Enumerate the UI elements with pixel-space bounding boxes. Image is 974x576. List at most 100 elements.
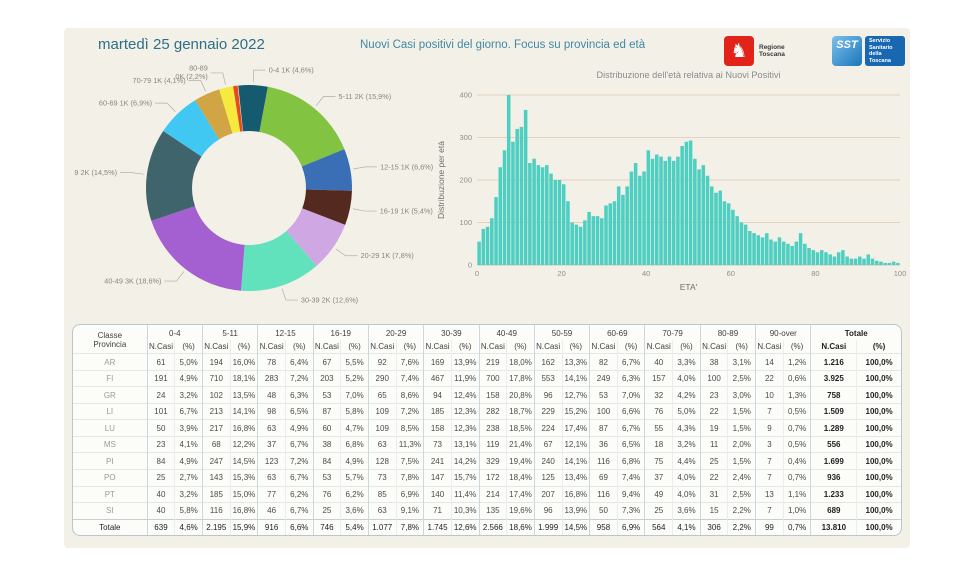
table-cell: 214 <box>478 486 507 503</box>
histogram-bar <box>671 160 676 266</box>
table-cell: 467 <box>423 370 452 387</box>
age-group-header: 12-15 <box>257 325 314 341</box>
table-cell: 6,4% <box>284 353 314 371</box>
sub-header: (%) <box>450 340 480 354</box>
table-cell: 116 <box>201 502 231 520</box>
table-cell: 48 <box>257 386 286 404</box>
sub-header: (%) <box>506 340 535 354</box>
age-group-header: 16-19 <box>312 325 369 341</box>
table-row[interactable]: PT 40 3,2% 185 15,0% 77 6,2% 76 6,2% 85 6,9% 140 11,… <box>73 486 901 503</box>
donut-label-leader <box>281 288 298 301</box>
table-cell: 700 <box>478 370 507 387</box>
histogram-bar <box>612 201 617 265</box>
table-row[interactable]: SI 40 5,8% 116 16,8% 46 6,7% 25 3,6% 63 9,1% 71 10,3… <box>73 502 901 520</box>
table-cell: 147 <box>423 469 452 486</box>
table-cell: 100,0% <box>856 486 901 503</box>
sub-header: N.Casi <box>589 340 618 354</box>
row-label: Totale <box>99 522 121 532</box>
table-cell: 2,0% <box>727 436 756 453</box>
histogram-bar <box>553 180 558 265</box>
table-row[interactable]: FI 191 4,9% 710 18,1% 283 7,2% 203 5,2% 290 7,4% 46… <box>73 370 901 387</box>
donut-chart-age-distribution[interactable]: 0-4 1K (4,6%) 5-11 2K (15,9%) 12-15 1K (6,… <box>60 58 474 330</box>
table-row[interactable]: PI 84 4,9% 247 14,5% 123 7,2% 84 4,9% 128 7,5% 241 1… <box>73 452 901 470</box>
histogram-bar <box>494 197 498 265</box>
table-cell: 135 <box>478 502 507 520</box>
table-row[interactable]: LU 50 3,9% 217 16,8% 63 4,9% 60 4,7% 109 8,5% 158 12… <box>73 419 901 437</box>
table-cell: 7,0% <box>616 386 645 404</box>
table-cell: 3.925 <box>810 370 857 387</box>
table-cell: 213 <box>201 403 231 420</box>
table-cell: 23 <box>146 436 175 453</box>
table-row[interactable]: AR 61 5,0% 194 16,0% 78 6,4% 67 5,5% 92 7,6% 169 13,… <box>73 353 901 371</box>
regione-toscana-label: Regione Toscana <box>759 44 785 58</box>
donut-label-leader <box>188 80 206 92</box>
table-cell: 18,0% <box>506 353 535 371</box>
histogram-age-distribution[interactable]: Distribuzione dell'età relativa ai Nuovi… <box>434 62 910 306</box>
sub-header: (%) <box>727 340 756 354</box>
histogram-bar <box>667 156 672 266</box>
sub-header: (%) <box>672 340 701 354</box>
histogram-title: Distribuzione dell'età relativa ai Nuovi… <box>596 70 780 80</box>
table-cell: 7,2% <box>284 452 314 470</box>
table-cell: 7 <box>755 469 784 486</box>
table-cell: 11,3% <box>395 436 424 453</box>
province-age-table: Classe Provincia 0-4 5-11 12-15 16-19 20-29 30-… <box>72 324 902 536</box>
table-cell: 11,9% <box>450 370 480 387</box>
histogram-bar <box>853 258 858 266</box>
table-cell: 14,5% <box>229 452 258 470</box>
histogram-bar <box>519 126 524 266</box>
table-cell: 69 <box>589 469 618 486</box>
histogram-bar <box>836 252 841 265</box>
table-cell: 3,2% <box>174 486 203 503</box>
table-cell: 21,4% <box>506 436 535 453</box>
table-row[interactable]: Totale 639 4,6% 2.195 15,9% 916 6,6% 746 5,4% 1.0… <box>73 519 901 535</box>
table-cell: 0,4% <box>782 452 811 470</box>
histogram-bar <box>896 262 900 266</box>
table-cell: 100,0% <box>856 353 901 371</box>
table-cell: 38 <box>312 436 341 453</box>
table-row[interactable]: PO 25 2,7% 143 15,3% 63 6,7% 53 5,7% 73 7,8% 147 15,… <box>73 469 901 486</box>
table-cell: 63 <box>257 469 286 486</box>
table-cell: 1.745 <box>423 519 452 535</box>
table-cell: 4,3% <box>672 419 701 437</box>
histogram-bar <box>570 222 574 265</box>
donut-svg: 0-4 1K (4,6%) 5-11 2K (15,9%) 12-15 1K (6,… <box>60 63 433 304</box>
table-cell: 1.509 <box>810 403 857 420</box>
histogram-bar <box>566 201 570 265</box>
histogram-bar <box>621 194 625 266</box>
table-cell: 15,0% <box>229 486 258 503</box>
table-cell: 13.810 <box>810 519 857 535</box>
donut-slice <box>219 86 241 134</box>
histogram-bar <box>540 167 545 265</box>
table-cell: 100,0% <box>856 370 901 387</box>
histogram-bar <box>769 239 773 265</box>
table-cell: 25 <box>644 502 673 520</box>
corner-header: Classe Provincia <box>93 331 127 350</box>
table-cell: 4,4% <box>672 452 701 470</box>
table-row[interactable]: LI 101 6,7% 213 14,1% 98 6,5% 87 5,8% 109 7,2% 185 1… <box>73 403 901 420</box>
table-cell: 99 <box>755 519 784 535</box>
donut-slice <box>238 85 268 132</box>
donut-label: 40-49 3K (18,6%) <box>104 277 161 286</box>
table-cell: 185 <box>423 403 452 420</box>
table-cell: 22 <box>755 370 784 387</box>
donut-label: 0-4 1K (4,6%) <box>269 66 314 75</box>
table-cell: 158 <box>423 419 452 437</box>
table-cell: 7 <box>755 502 784 520</box>
donut-slice <box>163 100 220 157</box>
histogram-bar <box>807 248 811 265</box>
logos: ♞ Regione Toscana SST Servizio Sanitario d… <box>724 34 906 72</box>
histogram-bar <box>832 256 837 265</box>
x-tick-label: 40 <box>642 269 650 278</box>
table-cell: 11,4% <box>450 486 480 503</box>
table-cell: 7,4% <box>395 370 424 387</box>
table-cell: 4,2% <box>672 386 701 404</box>
table-cell: 7 <box>755 452 784 470</box>
age-group-header: 70-79 <box>644 325 701 341</box>
histogram-bar <box>803 243 807 265</box>
dashboard-panel: martedì 25 gennaio 2022 Nuovi Casi posit… <box>60 28 910 548</box>
table-cell: 3 <box>755 436 784 453</box>
table-cell: 6,7% <box>174 403 203 420</box>
table-row[interactable]: GR 24 3,2% 102 13,5% 48 6,3% 53 7,0% 65 8,6% 94 12,4… <box>73 386 901 404</box>
table-row[interactable]: MS 23 4,1% 68 12,2% 37 6,7% 38 6,8% 63 11,3% 73 13,1… <box>73 436 901 453</box>
